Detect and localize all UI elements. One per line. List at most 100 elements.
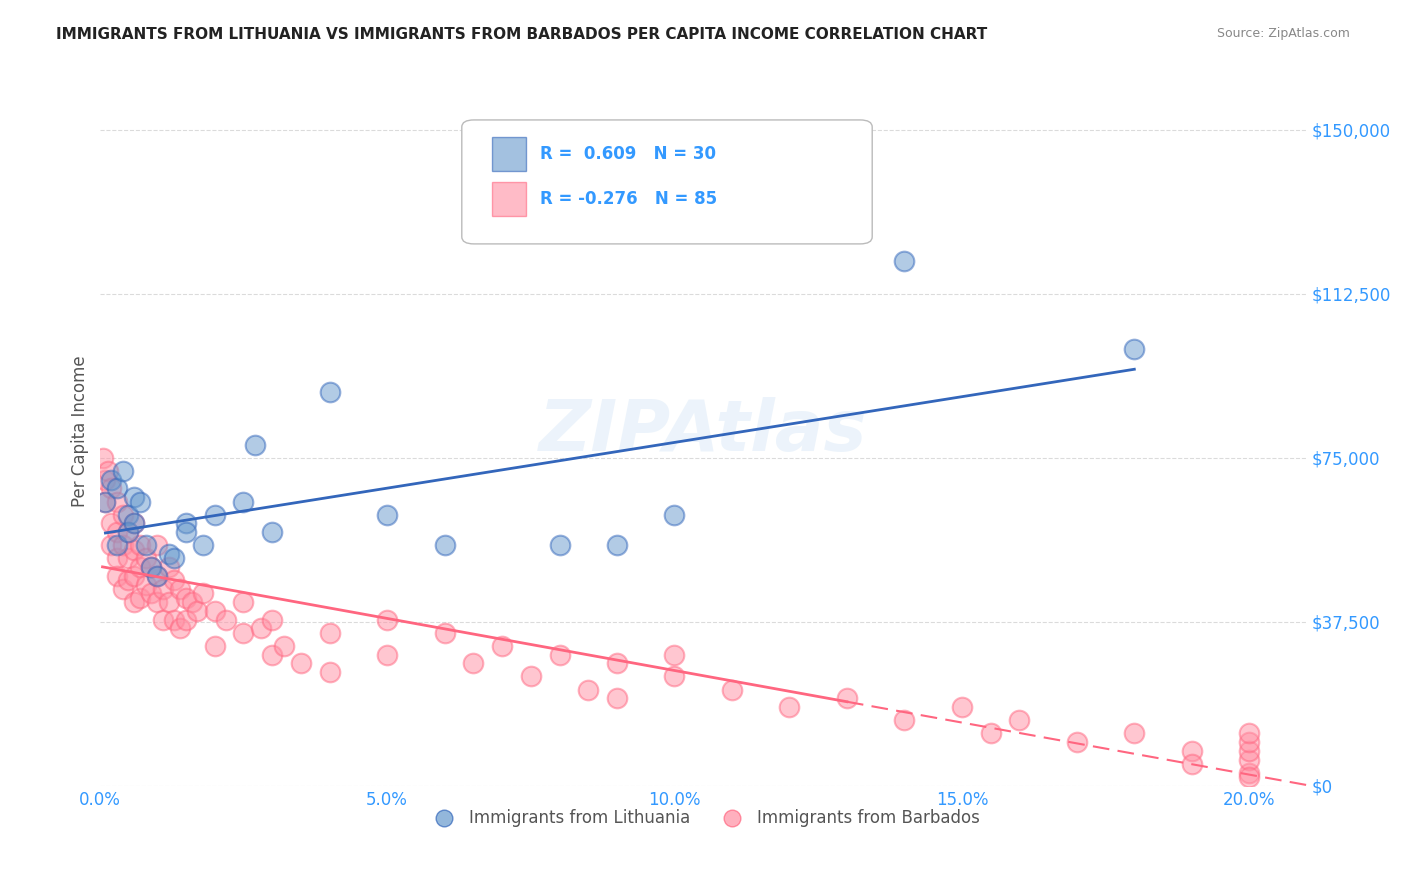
Point (111, 538, 134, 552)
Point (117, 574, 139, 588)
Point (111, 464, 134, 478)
Point (174, 525, 197, 540)
Legend: Immigrants from Lithuania, Immigrants from Barbados: Immigrants from Lithuania, Immigrants fr… (420, 803, 986, 834)
Point (100, 516, 122, 531)
Point (835, 691, 858, 706)
Point (105, 569, 128, 583)
Text: ZIPAtlas: ZIPAtlas (538, 397, 868, 467)
Point (463, 657, 485, 671)
Point (606, 538, 628, 552)
Point (980, 726, 1002, 740)
Point (157, 560, 180, 574)
Point (141, 586, 163, 600)
Point (141, 560, 163, 574)
Point (664, 669, 686, 683)
Point (174, 591, 197, 605)
Point (204, 604, 226, 618)
Point (1181, 744, 1204, 758)
Point (100, 482, 122, 496)
Text: R = -0.276   N = 85: R = -0.276 N = 85 (540, 190, 717, 208)
Point (1008, 713, 1031, 727)
Point (152, 582, 174, 596)
Point (157, 595, 180, 609)
Point (243, 438, 266, 452)
Point (163, 613, 186, 627)
Point (174, 613, 197, 627)
Point (1239, 753, 1261, 767)
Point (128, 591, 150, 605)
Point (128, 560, 150, 574)
Point (128, 538, 150, 552)
Point (122, 542, 145, 557)
Point (91, 450, 114, 465)
Point (262, 613, 284, 627)
Point (433, 538, 456, 552)
Point (520, 669, 543, 683)
Point (1123, 342, 1146, 356)
Point (318, 385, 340, 400)
Point (146, 595, 169, 609)
Point (232, 595, 254, 609)
Text: IMMIGRANTS FROM LITHUANIA VS IMMIGRANTS FROM BARBADOS PER CAPITA INCOME CORRELAT: IMMIGRANTS FROM LITHUANIA VS IMMIGRANTS … (56, 27, 987, 42)
Point (169, 582, 191, 596)
Point (232, 494, 254, 508)
Point (169, 621, 191, 635)
Point (97, 464, 120, 478)
Point (105, 525, 128, 540)
Point (105, 494, 128, 508)
Point (163, 574, 186, 588)
Point (146, 538, 169, 552)
Point (122, 569, 145, 583)
Point (128, 494, 150, 508)
Point (105, 551, 128, 566)
Bar (492, 182, 526, 216)
Point (135, 577, 157, 591)
Point (1239, 770, 1261, 784)
Point (111, 508, 134, 522)
Point (117, 525, 139, 540)
Text: Source: ZipAtlas.com: Source: ZipAtlas.com (1216, 27, 1350, 40)
Point (375, 613, 398, 627)
Point (105, 482, 128, 496)
Y-axis label: Per Capita Income: Per Capita Income (72, 356, 89, 508)
Point (1239, 744, 1261, 758)
Point (606, 691, 628, 706)
Point (1239, 765, 1261, 780)
Point (163, 551, 186, 566)
Point (146, 569, 169, 583)
Point (318, 665, 340, 679)
Point (318, 625, 340, 640)
Point (893, 254, 915, 268)
Point (215, 613, 238, 627)
Point (1181, 756, 1204, 771)
Point (548, 538, 571, 552)
Point (180, 595, 202, 609)
Point (117, 525, 139, 540)
Point (111, 582, 134, 596)
Point (606, 657, 628, 671)
Point (375, 508, 398, 522)
Point (122, 595, 145, 609)
Point (204, 639, 226, 653)
Point (204, 508, 226, 522)
Point (290, 657, 312, 671)
Bar (492, 137, 526, 171)
Point (157, 547, 180, 561)
Point (135, 551, 157, 566)
FancyBboxPatch shape (461, 120, 872, 244)
Point (191, 538, 214, 552)
Point (664, 508, 686, 522)
Point (1239, 735, 1261, 749)
Point (135, 538, 157, 552)
Point (94, 473, 117, 487)
Point (94, 494, 117, 508)
Point (122, 516, 145, 531)
Point (100, 538, 122, 552)
Point (1066, 735, 1088, 749)
Point (548, 648, 571, 662)
Point (146, 569, 169, 583)
Point (117, 508, 139, 522)
Point (1239, 726, 1261, 740)
Point (122, 516, 145, 531)
Point (122, 490, 145, 504)
